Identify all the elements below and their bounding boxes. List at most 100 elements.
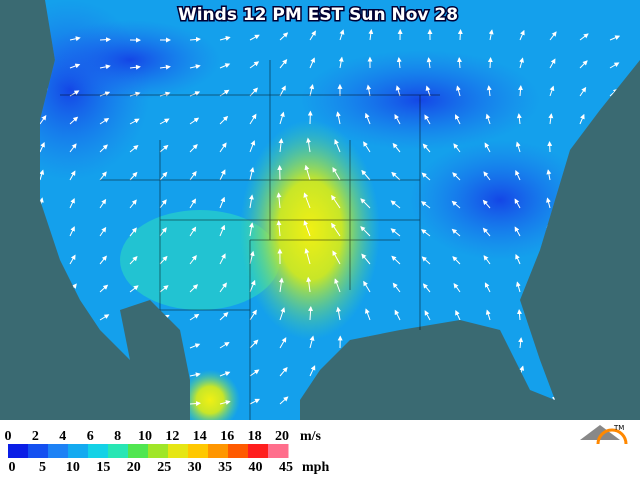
wind-arrow: [453, 143, 461, 153]
ms-label: 16: [220, 429, 234, 444]
wind-arrow: [249, 279, 256, 293]
wind-arrow: [99, 64, 111, 70]
wind-arrow: [129, 145, 139, 153]
color-swatch: [188, 444, 209, 458]
wind-arrow: [334, 278, 341, 293]
wind-arrow: [453, 283, 461, 293]
wind-arrow: [69, 170, 76, 181]
wind-arrow: [99, 198, 107, 209]
wind-arrow: [69, 36, 81, 42]
wind-arrow: [129, 118, 140, 125]
wind-arrow: [69, 254, 76, 265]
wind-arrow: [159, 171, 168, 181]
wind-arrow: [482, 199, 491, 209]
wind-arrow: [425, 85, 431, 97]
wind-arrow: [69, 63, 81, 69]
mph-label: 0: [9, 460, 16, 475]
wind-arrow: [452, 172, 461, 181]
wind-arrow: [360, 226, 371, 237]
wind-arrow: [189, 372, 201, 378]
wind-arrow: [366, 84, 372, 97]
mph-unit: mph: [302, 460, 329, 475]
wind-arrow: [219, 224, 226, 237]
wind-arrow: [424, 310, 431, 321]
color-swatch: [88, 444, 109, 458]
wind-arrow: [249, 339, 259, 349]
wind-arrow: [579, 33, 589, 41]
ms-label: 0: [5, 429, 12, 444]
wind-arrow: [334, 139, 341, 153]
wind-arrow: [189, 343, 201, 349]
wind-arrow: [515, 253, 521, 265]
ms-label: 4: [59, 429, 66, 444]
wind-arrow: [546, 197, 551, 209]
wind-arrow: [484, 142, 491, 153]
state-lines: [60, 60, 440, 420]
wind-arrow: [189, 198, 197, 209]
wind-arrow: [609, 62, 620, 69]
map-title: Winds 12 PM EST Sun Nov 28: [178, 5, 458, 25]
wind-arrow: [392, 142, 401, 153]
wind-arrow: [69, 116, 79, 125]
wind-arrow: [129, 199, 137, 209]
wind-arrow: [306, 137, 312, 153]
wind-arrow: [249, 309, 257, 321]
wind-arrow: [276, 220, 282, 237]
wind-arrow: [159, 255, 168, 265]
ms-label: 14: [193, 429, 207, 444]
wind-arrow: [189, 255, 197, 265]
wind-arrow: [249, 369, 260, 377]
color-swatch: [68, 444, 89, 458]
wind-arrow: [395, 85, 401, 97]
mph-label: 30: [188, 460, 202, 475]
color-swatch: [28, 444, 49, 458]
wind-arrow: [609, 35, 621, 41]
wind-arrow: [306, 276, 312, 293]
wind-arrow: [391, 255, 401, 265]
wind-arrow: [394, 113, 401, 125]
wind-arrow: [361, 253, 371, 265]
wind-arrow: [363, 141, 371, 153]
mph-label: 25: [157, 460, 171, 475]
wind-arrow: [189, 401, 201, 407]
wind-arrow: [421, 229, 431, 237]
wind-arrow: [249, 140, 256, 153]
wind-arrow: [219, 341, 230, 349]
wind-arrow: [249, 222, 254, 237]
wind-arrow: [189, 64, 201, 70]
wind-arrow: [421, 256, 431, 265]
wind-arrow: [361, 169, 371, 181]
wind-arrow: [579, 86, 587, 97]
wind-arrow: [368, 28, 374, 41]
wind-arrow: [457, 57, 462, 69]
wind-arrow: [546, 169, 552, 181]
wind-arrow: [516, 113, 522, 125]
wind-arrow: [336, 306, 341, 321]
wind-arrow: [303, 220, 311, 237]
wind-arrow: [455, 85, 461, 97]
wind-arrow: [278, 277, 284, 293]
wind-arrow: [249, 61, 260, 69]
wind-arrow: [219, 35, 231, 41]
wind-arrow: [483, 171, 491, 181]
wind-arrow: [99, 144, 108, 153]
wind-arrow: [487, 57, 493, 69]
ms-label: 12: [165, 429, 179, 444]
color-swatch: [268, 444, 289, 458]
wind-arrow: [457, 29, 463, 41]
wind-arrow: [331, 194, 341, 209]
wind-arrow: [308, 305, 314, 321]
wind-arrow: [516, 309, 522, 321]
wind-arrow: [392, 282, 401, 293]
wind-arrow: [488, 29, 494, 41]
color-swatch: [128, 444, 149, 458]
wind-arrow: [485, 309, 491, 321]
wind-arrow: [219, 282, 227, 293]
wind-arrow: [514, 198, 521, 209]
wind-arrow: [219, 142, 227, 153]
mph-label: 45: [279, 460, 293, 475]
wind-arrow: [249, 250, 255, 265]
wind-arrow: [483, 255, 491, 265]
wind-arrow: [129, 227, 137, 237]
wind-arrow: [309, 57, 315, 69]
